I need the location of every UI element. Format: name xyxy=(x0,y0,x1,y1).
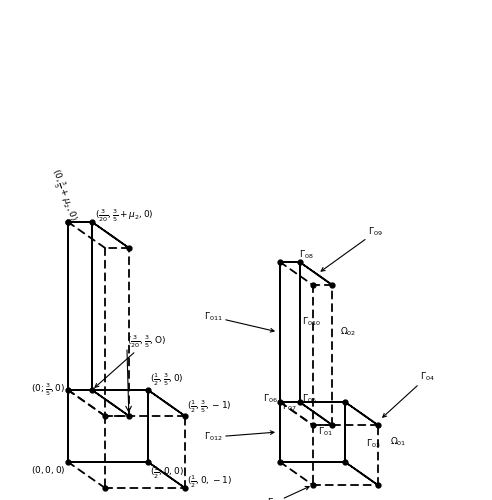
Text: $\Omega_{01}$: $\Omega_{01}$ xyxy=(390,436,406,448)
Text: $\Gamma_{03}$: $\Gamma_{03}$ xyxy=(367,437,381,450)
Text: $\Gamma_{09}$: $\Gamma_{09}$ xyxy=(321,226,383,271)
Text: $\Gamma_{06}$: $\Gamma_{06}$ xyxy=(263,392,278,405)
Text: $\Gamma_{011}$: $\Gamma_{011}$ xyxy=(204,310,274,332)
Text: $\Gamma_{010}$: $\Gamma_{010}$ xyxy=(303,316,321,328)
Text: $(\frac{3}{20},\frac{3}{5},\mathrm{O})$: $(\frac{3}{20},\frac{3}{5},\mathrm{O})$ xyxy=(95,334,166,388)
Text: $(\frac{1}{2},0,0)$: $(\frac{1}{2},0,0)$ xyxy=(150,464,184,480)
Text: $\Gamma_{08}$: $\Gamma_{08}$ xyxy=(299,249,313,262)
Text: $\Gamma_{02}$: $\Gamma_{02}$ xyxy=(267,486,309,500)
Text: $(\frac{3}{20},\frac{3}{5}+\mu_2,0)$: $(\frac{3}{20},\frac{3}{5}+\mu_2,0)$ xyxy=(95,208,154,224)
Text: $\Gamma_{012}$: $\Gamma_{012}$ xyxy=(205,430,274,443)
Text: $\Omega_{02}$: $\Omega_{02}$ xyxy=(340,326,357,338)
Text: $\Gamma_{05}$: $\Gamma_{05}$ xyxy=(302,392,316,405)
Text: $\Gamma_{04}$: $\Gamma_{04}$ xyxy=(383,370,434,417)
Text: $\Gamma_{07}$: $\Gamma_{07}$ xyxy=(282,401,297,413)
Text: $(0,\frac{3}{5}+\mu_2,0)$: $(0,\frac{3}{5}+\mu_2,0)$ xyxy=(46,166,81,224)
Text: $(\frac{1}{2},\frac{3}{5},-1)$: $(\frac{1}{2},\frac{3}{5},-1)$ xyxy=(187,398,231,415)
Text: $(\frac{1}{2},0,-1)$: $(\frac{1}{2},0,-1)$ xyxy=(187,473,232,490)
Text: $\Gamma_{01}$: $\Gamma_{01}$ xyxy=(317,426,332,438)
Text: $(\frac{1}{2},\frac{3}{5},0)$: $(\frac{1}{2},\frac{3}{5},0)$ xyxy=(150,372,184,388)
Text: $(0,0,0)$: $(0,0,0)$ xyxy=(31,464,66,476)
Text: $(0;\frac{3}{5},0)$: $(0;\frac{3}{5},0)$ xyxy=(31,382,65,398)
